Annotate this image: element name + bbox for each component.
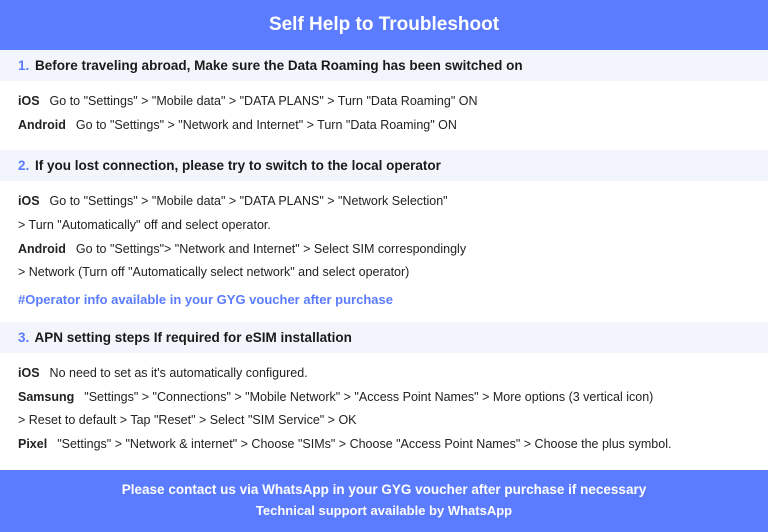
section-3-lead: APN setting steps If required for eSIM i… [35,330,352,345]
section-2-lead: If you lost connection, please try to sw… [35,158,441,173]
section-1-lead: Before traveling abroad, [35,58,190,73]
os-label: Pixel [18,434,47,455]
content: 1. Before traveling abroad, Make sure th… [0,50,768,470]
os-label: Samsung [18,387,74,408]
os-label: iOS [18,363,40,384]
os-text: Go to "Settings"> "Network and Internet"… [76,242,466,256]
section-1-body: iOS Go to "Settings" > "Mobile data" > "D… [0,81,768,150]
header: Self Help to Troubleshoot [0,0,768,50]
os-label: Android [18,239,66,260]
footer: Please contact us via WhatsApp in your G… [0,470,768,532]
footer-line-1: Please contact us via WhatsApp in your G… [0,482,768,497]
section-1-rest: Make sure the Data Roaming has been swit… [190,58,522,73]
section-1-num: 1. [18,58,29,73]
section-2-num: 2. [18,158,29,173]
section-1-row-ios: iOS Go to "Settings" > "Mobile data" > "D… [18,91,750,112]
section-3-row-samsung-cont: > Reset to default > Tap "Reset" > Selec… [18,410,750,431]
section-2-note: #Operator info available in your GYG vou… [18,289,750,310]
os-label: Android [18,115,66,136]
section-3-row-ios: iOS No need to set as it's automatically … [18,363,750,384]
section-3-num: 3. [18,330,29,345]
section-3-row-samsung: Samsung "Settings" > "Connections" > "Mob… [18,387,750,408]
section-2-row-ios: iOS Go to "Settings" > "Mobile data" > "D… [18,191,750,212]
os-label: iOS [18,91,40,112]
header-title: Self Help to Troubleshoot [269,14,499,35]
section-2-title: 2. If you lost connection, please try to… [0,150,768,181]
section-2-row-ios-cont: > Turn "Automatically" off and select op… [18,215,750,236]
os-text: Go to "Settings" > "Mobile data" > "DATA… [50,194,448,208]
section-2-row-android: Android Go to "Settings"> "Network and In… [18,239,750,260]
section-2-body: iOS Go to "Settings" > "Mobile data" > "D… [0,181,768,322]
section-3-body: iOS No need to set as it's automatically … [0,353,768,470]
os-text: No need to set as it's automatically con… [50,366,308,380]
section-3-title: 3. APN setting steps If required for eSI… [0,322,768,353]
os-label: iOS [18,191,40,212]
section-3-row-pixel: Pixel "Settings" > "Network & internet" >… [18,434,750,455]
section-1-title: 1. Before traveling abroad, Make sure th… [0,50,768,81]
os-text: Go to "Settings" > "Network and Internet… [76,118,457,132]
section-1-row-android: Android Go to "Settings" > "Network and I… [18,115,750,136]
footer-line-2: Technical support available by WhatsApp [0,503,768,518]
os-text: "Settings" > "Network & internet" > Choo… [57,437,671,451]
os-text: Go to "Settings" > "Mobile data" > "DATA… [50,94,478,108]
os-text: "Settings" > "Connections" > "Mobile Net… [84,390,653,404]
section-2-row-android-cont: > Network (Turn off "Automatically selec… [18,262,750,283]
